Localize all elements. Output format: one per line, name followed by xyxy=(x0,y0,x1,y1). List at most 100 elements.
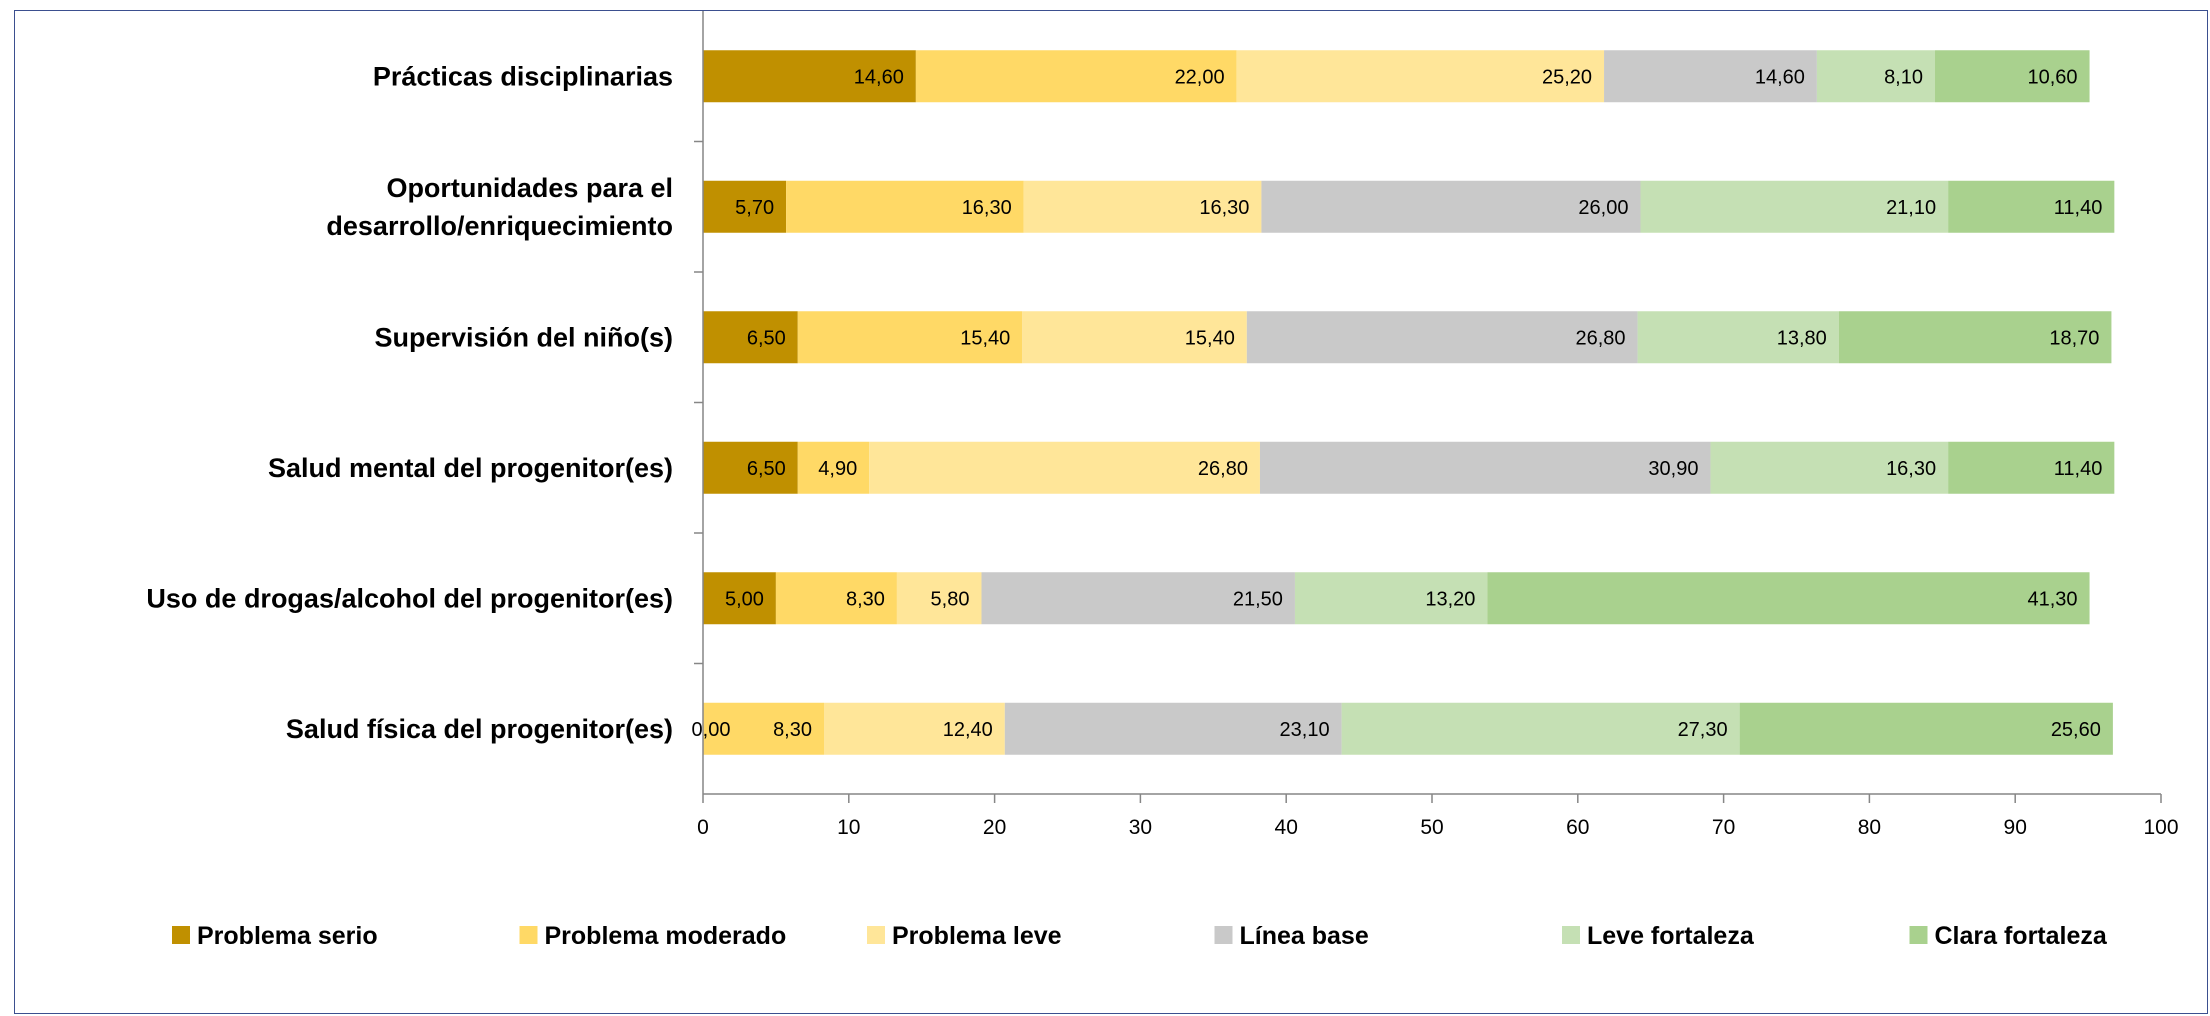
bars-layer xyxy=(703,50,2115,755)
data-label: 15,40 xyxy=(960,327,1010,349)
x-tick-label: 90 xyxy=(2004,816,2027,839)
category-label: desarrollo/enriquecimiento xyxy=(326,211,673,241)
x-tick-label: 70 xyxy=(1712,816,1735,839)
bar-segment xyxy=(896,572,982,625)
bar-segment xyxy=(1023,180,1262,233)
stacked-bar-chart: 14,60 22,00 25,20 14,60 8,10 10,60 5,70 16,30 16… xyxy=(146,11,2179,950)
data-label: 4,90 xyxy=(818,458,857,480)
bar-segment xyxy=(1246,311,1638,364)
data-label: 22,00 xyxy=(1175,66,1225,88)
bar-segment xyxy=(1022,311,1247,364)
bar-segment xyxy=(703,441,798,494)
legend-swatch xyxy=(1562,926,1580,944)
data-label: 12,40 xyxy=(943,719,993,741)
data-label: 0,00 xyxy=(692,719,731,741)
data-label: 5,80 xyxy=(931,588,970,610)
legend-label: Problema serio xyxy=(197,922,378,950)
data-label: 21,10 xyxy=(1886,197,1936,219)
category-label: Supervisión del niño(s) xyxy=(374,322,673,352)
legend-swatch xyxy=(1214,926,1233,944)
bar-segment xyxy=(1935,50,2090,103)
bar-segment xyxy=(1487,572,2090,625)
data-label: 8,30 xyxy=(846,588,885,610)
data-label: 25,20 xyxy=(1542,66,1592,88)
bar-segment xyxy=(703,180,787,233)
data-label: 5,00 xyxy=(725,588,764,610)
x-tick-label: 40 xyxy=(1275,816,1298,839)
data-label: 26,80 xyxy=(1576,327,1626,349)
bar-segment xyxy=(1341,702,1740,755)
category-labels-layer: Prácticas disciplinarias Oportunidades pa… xyxy=(146,61,673,744)
data-label: 27,30 xyxy=(1678,719,1728,741)
bar-segment xyxy=(1948,441,2115,494)
data-label: 15,40 xyxy=(1185,327,1235,349)
bar-segment xyxy=(1004,702,1342,755)
bar-segment xyxy=(1294,572,1488,625)
legend-label: Clara fortaleza xyxy=(1935,922,2108,950)
bar-segment xyxy=(1739,702,2113,755)
category-label: Prácticas disciplinarias xyxy=(373,61,673,91)
x-tick-label: 100 xyxy=(2143,816,2178,839)
x-tick-label: 0 xyxy=(697,816,709,839)
bar-segment xyxy=(824,702,1005,755)
data-label: 21,50 xyxy=(1233,588,1283,610)
legend-swatch xyxy=(172,926,190,944)
data-label: 14,60 xyxy=(1755,66,1805,88)
data-label: 16,30 xyxy=(1886,458,1936,480)
data-label: 10,60 xyxy=(2027,66,2077,88)
legend-swatch xyxy=(1909,926,1928,944)
legend-label: Leve fortaleza xyxy=(1587,922,1755,950)
bar-segment xyxy=(797,441,870,494)
bar-segment xyxy=(1259,441,1711,494)
category-label: Oportunidades para el xyxy=(386,173,673,203)
data-labels-layer: 14,60 22,00 25,20 14,60 8,10 10,60 5,70 16,30 16… xyxy=(692,66,2103,741)
chart-frame: 14,60 22,00 25,20 14,60 8,10 10,60 5,70 16,30 16… xyxy=(14,10,2208,1014)
bar-segment xyxy=(1236,50,1605,103)
bar-segment xyxy=(981,572,1295,625)
category-label: Salud física del progenitor(es) xyxy=(286,714,673,744)
tick-labels-layer: 0 10 20 30 40 50 60 70 80 90 100 xyxy=(697,816,2178,839)
category-label: Uso de drogas/alcohol del progenitor(es) xyxy=(146,583,673,613)
data-label: 16,30 xyxy=(962,197,1012,219)
data-label: 6,50 xyxy=(747,327,786,349)
bar-segment xyxy=(1816,50,1936,103)
bar-segment xyxy=(703,50,916,103)
bar-segment xyxy=(1637,311,1839,364)
bar-segment xyxy=(869,441,1260,494)
x-tick-label: 50 xyxy=(1420,816,1443,839)
bar-segment xyxy=(797,311,1023,364)
data-label: 13,20 xyxy=(1425,588,1475,610)
axes-layer xyxy=(694,11,2162,803)
legend-label: Problema moderado xyxy=(545,922,787,950)
data-label: 6,50 xyxy=(747,458,786,480)
legend-label: Línea base xyxy=(1240,922,1369,950)
data-label: 41,30 xyxy=(2027,588,2077,610)
data-label: 8,30 xyxy=(773,719,812,741)
bar-segment xyxy=(915,50,1237,103)
data-label: 11,40 xyxy=(2054,458,2103,480)
bar-segment xyxy=(786,180,1024,233)
bar-segment xyxy=(1948,180,2115,233)
data-label: 18,70 xyxy=(2049,327,2099,349)
x-tick-label: 20 xyxy=(983,816,1006,839)
category-label: Salud mental del progenitor(es) xyxy=(268,453,673,483)
legend-swatch xyxy=(867,926,885,944)
bar-segment xyxy=(703,311,798,364)
data-label: 8,10 xyxy=(1884,66,1923,88)
x-tick-label: 80 xyxy=(1858,816,1881,839)
data-label: 5,70 xyxy=(735,197,774,219)
data-label: 23,10 xyxy=(1280,719,1330,741)
legend-swatch xyxy=(519,926,538,944)
bar-segment xyxy=(1261,180,1641,233)
bar-segment xyxy=(703,572,776,625)
data-label: 16,30 xyxy=(1199,197,1249,219)
data-label: 13,80 xyxy=(1777,327,1827,349)
data-label: 25,60 xyxy=(2051,719,2101,741)
bar-segment xyxy=(1710,441,1949,494)
x-tick-label: 60 xyxy=(1566,816,1589,839)
x-tick-label: 30 xyxy=(1129,816,1152,839)
bar-segment xyxy=(1640,180,1949,233)
data-label: 30,90 xyxy=(1648,458,1698,480)
bar-segment xyxy=(703,702,825,755)
bar-segment xyxy=(1604,50,1817,103)
